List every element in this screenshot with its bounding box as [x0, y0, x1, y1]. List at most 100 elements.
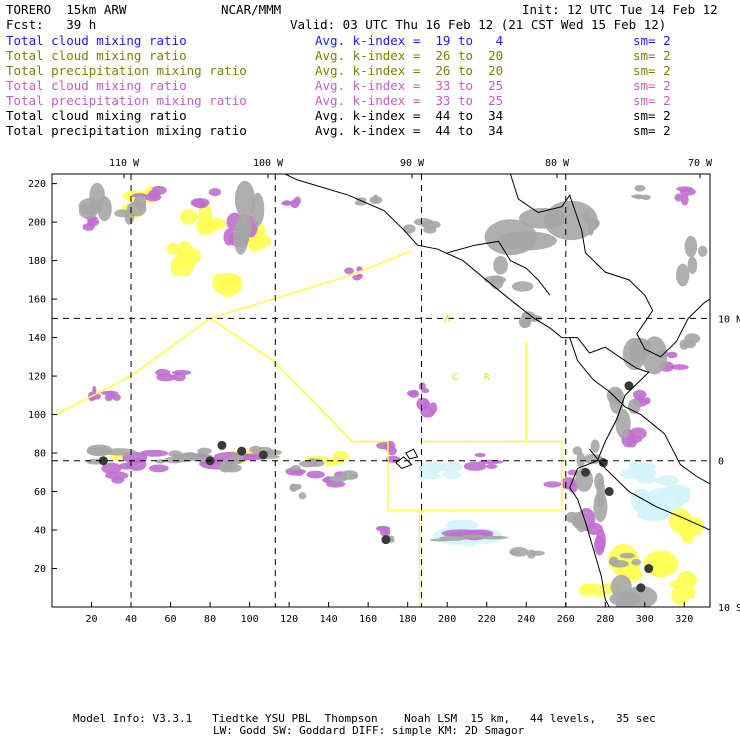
field-cell — [641, 336, 668, 375]
field-cell — [249, 445, 262, 454]
field-layer — [78, 180, 708, 607]
field-cell — [511, 281, 534, 292]
valid-time: Valid: 03 UTC Thu 16 Feb 12 (21 CST Wed … — [290, 17, 667, 32]
field-cell — [331, 459, 345, 465]
axes: 20 40 60 80 100 120 140 160 180 200 220 240 260 280 30… — [28, 158, 740, 625]
field-cell — [293, 196, 302, 205]
x-tick-label: 140 — [320, 614, 338, 625]
field-cell — [656, 474, 679, 486]
field-cell — [687, 256, 698, 275]
field-cell — [92, 385, 97, 395]
field-cell — [529, 550, 545, 556]
legend-sm: sm= 2 — [633, 108, 671, 123]
field-cell — [384, 527, 391, 537]
field-cell — [676, 570, 697, 590]
field-cell — [423, 225, 437, 234]
legend-kindex: Avg. k-index = 44 to 34 — [315, 108, 504, 123]
field-cell — [630, 462, 656, 472]
field-cell — [594, 535, 605, 556]
x-tick-label: 240 — [517, 614, 535, 625]
map-annotation: Λ — [444, 315, 451, 325]
x-tick-label: 220 — [478, 614, 496, 625]
x-tick-label: 300 — [636, 614, 654, 625]
field-cell — [560, 477, 577, 490]
field-cell — [461, 534, 485, 539]
field-cell — [101, 462, 122, 474]
field-cell — [631, 558, 642, 566]
field-cell — [485, 463, 498, 469]
field-cell — [673, 516, 692, 529]
field-cell — [174, 252, 195, 277]
field-cell — [543, 481, 562, 488]
field-cell — [298, 460, 319, 468]
init-time: Init: 12 UTC Tue 14 Feb 12 — [522, 2, 718, 17]
field-cell — [634, 184, 646, 192]
field-cell — [100, 390, 119, 396]
field-cell — [208, 188, 222, 197]
field-cell — [671, 585, 690, 606]
field-cell — [509, 547, 529, 557]
field-cell — [234, 180, 256, 219]
field-cell — [326, 480, 346, 488]
field-cell — [483, 275, 507, 284]
field-cell — [590, 439, 600, 453]
field-cell — [155, 459, 166, 464]
field-cell — [102, 448, 136, 456]
field-cell — [408, 389, 420, 398]
field-cell — [673, 486, 691, 504]
field-cell — [478, 535, 509, 540]
field-cell — [439, 535, 467, 541]
legend-field: Total precipitation mixing ratio — [6, 123, 247, 138]
field-core — [381, 535, 391, 545]
field-cell — [144, 193, 162, 202]
field-core — [217, 440, 227, 450]
field-cell — [352, 274, 362, 281]
field-cell — [666, 351, 678, 359]
y-tick-label: 120 — [28, 372, 46, 383]
field-cell — [133, 195, 147, 210]
legend-field: Total cloud mixing ratio — [6, 48, 187, 63]
field-cell — [698, 245, 708, 257]
field-core — [624, 381, 634, 391]
y-tick-label: 220 — [28, 179, 46, 190]
field-core — [604, 487, 614, 497]
field-cell — [104, 471, 129, 480]
field-cell — [446, 519, 479, 531]
map-annotation: C — [452, 373, 458, 383]
field-cell — [670, 364, 689, 371]
border-line — [589, 448, 710, 531]
border-line — [569, 337, 710, 485]
legend-field: Total precipitation mixing ratio — [6, 63, 247, 78]
field-cell — [179, 209, 199, 225]
legend-kindex: Avg. k-index = 26 to 20 — [315, 48, 504, 63]
field-cell — [442, 470, 461, 480]
x-tick-label: 120 — [280, 614, 298, 625]
legend-sm: sm= 2 — [633, 93, 671, 108]
field-cell — [684, 333, 701, 344]
border-line — [447, 240, 551, 296]
field-cell — [675, 263, 690, 287]
field-cell — [582, 211, 590, 222]
field-cell — [416, 397, 430, 411]
field-cell — [474, 452, 486, 458]
field-cell — [418, 473, 442, 480]
coastline-layer — [284, 174, 710, 607]
field-cell — [224, 463, 242, 473]
x-tick-label: 80 — [204, 614, 216, 625]
field-cell — [583, 454, 603, 464]
field-cell — [344, 267, 354, 275]
field-cell — [180, 452, 199, 462]
field-cell — [148, 464, 169, 473]
lat-label: 10 N — [718, 314, 740, 325]
field-core — [98, 456, 108, 466]
plot-frame — [51, 173, 711, 608]
field-core — [258, 450, 268, 460]
field-cell — [608, 556, 619, 567]
lon-label: 70 W — [688, 158, 713, 169]
field-cell — [194, 200, 208, 209]
field-cell — [112, 393, 121, 401]
field-cell — [417, 461, 443, 475]
legend-sm: sm= 2 — [633, 123, 671, 138]
field-cell — [402, 224, 416, 234]
y-tick-label: 100 — [28, 410, 46, 421]
